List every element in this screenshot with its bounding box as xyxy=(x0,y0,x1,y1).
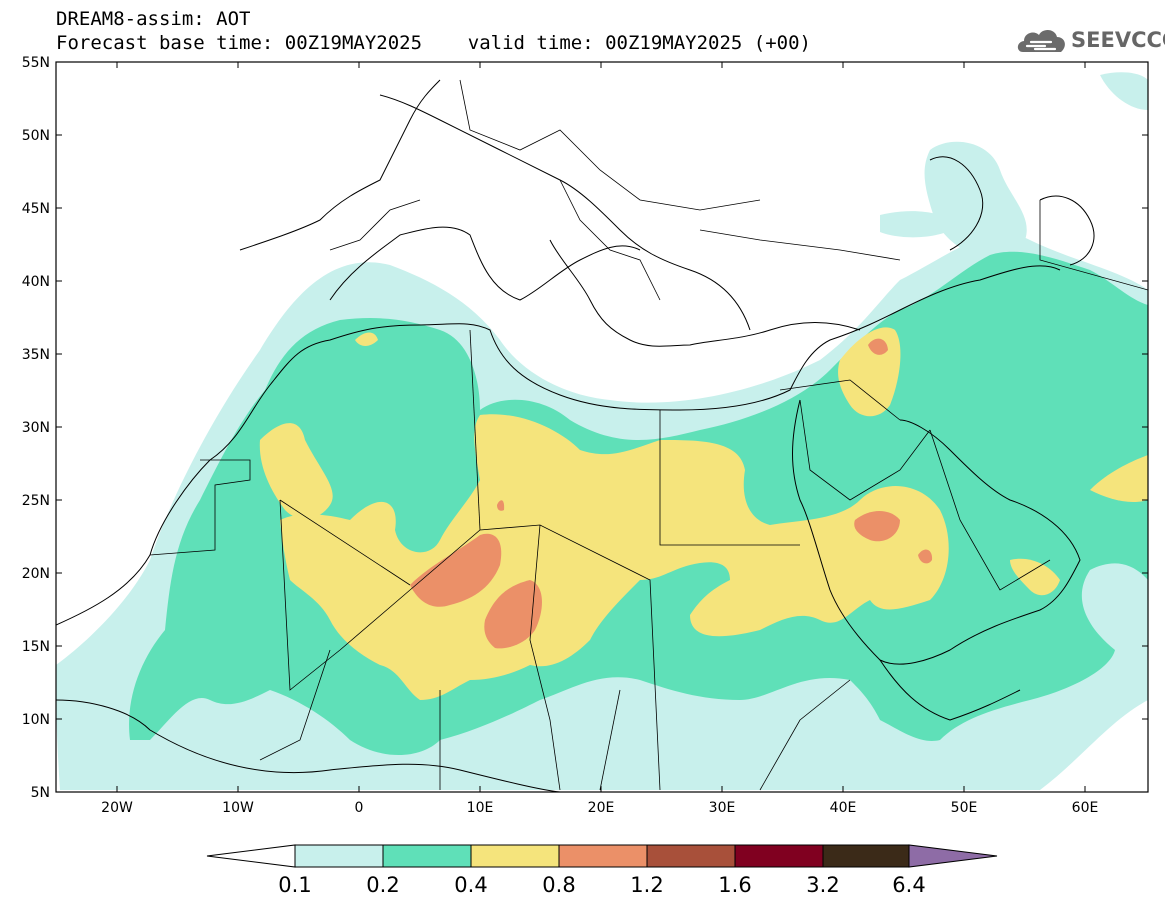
colorbar-low-arrow xyxy=(206,844,296,868)
colorbar-segment xyxy=(734,844,824,868)
lat-label: 50N xyxy=(22,128,50,144)
lat-label: 55N xyxy=(22,55,50,71)
aot-shading xyxy=(56,72,1148,790)
colorbar-label: 1.6 xyxy=(718,873,751,897)
lon-label: 10E xyxy=(467,800,494,816)
lon-label: 10W xyxy=(222,800,254,816)
map-title: DREAM8-assim: AOT xyxy=(56,8,251,30)
colorbar-label: 0.8 xyxy=(542,873,575,897)
lat-label: 45N xyxy=(22,201,50,217)
cloud-icon xyxy=(1017,29,1065,52)
lon-label: 30E xyxy=(709,800,736,816)
lat-label: 15N xyxy=(22,639,50,655)
map-ticks xyxy=(56,61,1148,792)
lon-label: 50E xyxy=(951,800,978,816)
lon-label: 20E xyxy=(588,800,615,816)
seevccc-logo: SEEVCCC xyxy=(1015,24,1165,58)
logo-text: SEEVCCC xyxy=(1071,28,1165,52)
colorbar-label: 0.2 xyxy=(366,873,399,897)
lat-label: 20N xyxy=(22,566,50,582)
aot-band-0.8 xyxy=(410,338,933,649)
colorbar-segment xyxy=(646,844,736,868)
colorbar-label: 6.4 xyxy=(892,873,925,897)
forecast-time-line: Forecast base time: 00Z19MAY2025 valid t… xyxy=(56,32,811,54)
lat-label: 40N xyxy=(22,274,50,290)
longitude-labels: 20W 10W 0 10E 20E 30E 40E 50E 60E xyxy=(101,800,1098,816)
lat-label: 35N xyxy=(22,347,50,363)
colorbar-label: 1.2 xyxy=(630,873,663,897)
lon-label: 40E xyxy=(830,800,857,816)
colorbar-segment xyxy=(470,844,560,868)
colorbar-segment xyxy=(822,844,910,868)
lat-label: 30N xyxy=(22,420,50,436)
lon-label: 20W xyxy=(101,800,133,816)
lat-label: 5N xyxy=(31,785,50,801)
latitude-labels: 55N 50N 45N 40N 35N 30N 25N 20N 15N 10N … xyxy=(22,55,50,801)
colorbar-labels: 0.1 0.2 0.4 0.8 1.2 1.6 3.2 6.4 xyxy=(278,873,925,897)
lat-label: 25N xyxy=(22,493,50,509)
colorbar-segment xyxy=(294,844,384,868)
colorbar-segment xyxy=(382,844,472,868)
lon-label: 0 xyxy=(355,800,364,816)
colorbar-label: 3.2 xyxy=(806,873,839,897)
colorbar-label: 0.1 xyxy=(278,873,311,897)
country-borders xyxy=(149,79,1148,791)
colorbar-high-arrow xyxy=(908,844,998,868)
colorbar-label: 0.4 xyxy=(454,873,487,897)
lon-label: 60E xyxy=(1072,800,1099,816)
lat-label: 10N xyxy=(22,712,50,728)
colorbar-segment xyxy=(558,844,648,868)
aot-colorbar xyxy=(206,844,998,868)
